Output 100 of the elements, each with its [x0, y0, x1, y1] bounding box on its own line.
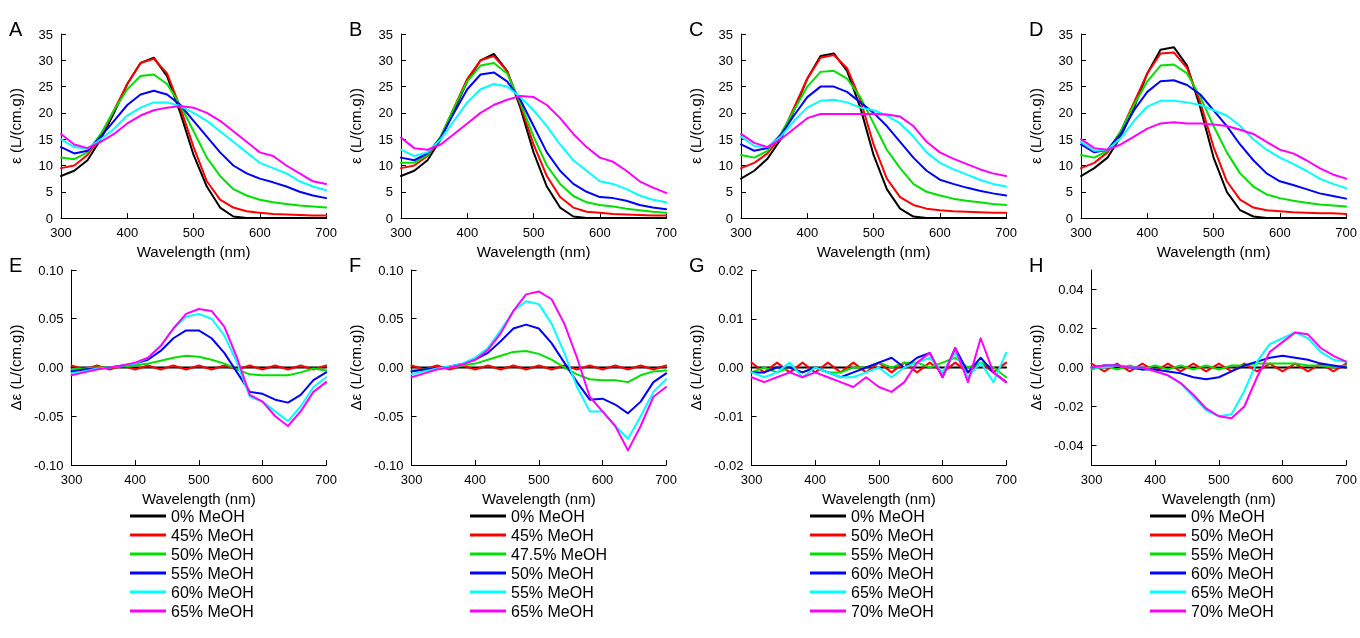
x-axis-title: Wavelength (nm) [822, 489, 936, 507]
x-tick-label: 600 [251, 472, 274, 487]
x-tick-label: 500 [527, 472, 550, 487]
legend-label: 70% MeOH [851, 602, 934, 620]
legend-label: 60% MeOH [851, 564, 934, 582]
x-tick-label: 700 [995, 225, 1018, 241]
y-tick-label: 5 [45, 184, 53, 200]
x-tick-label: 400 [804, 472, 827, 487]
y-tick-label: 0.10 [378, 262, 404, 278]
legend-label: 0% MeOH [851, 507, 925, 525]
y-axis-title: ε (L/(cm.g)) [347, 88, 364, 164]
y-tick-label: 30 [718, 52, 733, 68]
x-tick-label: 300 [740, 472, 763, 487]
legend-label: 60% MeOH [171, 583, 254, 601]
legend-label: 55% MeOH [851, 545, 934, 563]
y-tick-label: 25 [38, 79, 53, 95]
legend-label: 50% MeOH [171, 545, 254, 563]
x-tick-label: 300 [1080, 472, 1103, 487]
y-tick-label: 25 [718, 79, 733, 95]
x-tick-label: 600 [589, 225, 611, 241]
x-axis-title: Wavelength (nm) [136, 243, 251, 260]
y-tick-label: 0.00 [38, 360, 64, 375]
y-tick-label: 15 [718, 131, 733, 147]
y-tick-label: 15 [378, 131, 393, 147]
y-tick-label: 0.02 [718, 262, 744, 278]
chart-title: H [1029, 254, 1044, 276]
x-tick-label: 400 [796, 225, 819, 241]
y-tick-label: -0.05 [373, 408, 404, 424]
y-tick-label: 0 [1065, 210, 1073, 226]
legend-label: 50% MeOH [511, 564, 594, 582]
x-tick-label: 600 [249, 225, 271, 241]
line-series [1080, 121, 1348, 180]
x-tick-label: 300 [1070, 225, 1092, 241]
y-tick-label: 0 [725, 210, 733, 226]
x-tick-label: 500 [1207, 472, 1230, 487]
line-series [740, 98, 1008, 188]
legend-label: 65% MeOH [1191, 583, 1274, 601]
chart-title: A [9, 18, 23, 40]
line-series [400, 95, 668, 194]
y-tick-label: 20 [718, 105, 733, 121]
y-axis-title: ε (L/(cm.g)) [1027, 88, 1044, 164]
y-tick-label: -0.01 [713, 408, 744, 424]
legend-label: 70% MeOH [1191, 602, 1274, 620]
chart-title: C [689, 18, 704, 40]
x-axis-title: Wavelength (nm) [476, 243, 591, 260]
legend-label: 65% MeOH [171, 602, 254, 620]
legend-label: 0% MeOH [171, 507, 245, 525]
y-tick-label: 30 [38, 52, 53, 68]
y-tick-label: -0.10 [33, 457, 64, 473]
x-tick-label: 700 [655, 472, 678, 487]
x-tick-label: 400 [464, 472, 487, 487]
y-axis-title: ε (L/(cm.g)) [687, 88, 704, 164]
x-tick-label: 600 [1271, 472, 1294, 487]
y-tick-label: 15 [1058, 131, 1073, 147]
y-tick-label: 0.02 [1058, 321, 1084, 336]
y-tick-label: 35 [1058, 26, 1073, 42]
y-tick-label: 0.00 [718, 360, 744, 375]
line-series [60, 89, 328, 200]
x-tick-label: 500 [182, 225, 205, 241]
y-axis-title: ε (L/(cm.g)) [7, 88, 24, 164]
y-tick-label: 0 [45, 210, 53, 226]
x-tick-label: 700 [315, 225, 338, 241]
x-tick-label: 600 [931, 472, 954, 487]
y-tick-label: 20 [38, 105, 53, 121]
y-tick-label: 35 [718, 26, 733, 42]
y-tick-label: 5 [1065, 184, 1073, 200]
y-tick-label: 35 [378, 26, 393, 42]
legend-label: 55% MeOH [511, 583, 594, 601]
y-tick-label: 10 [378, 158, 393, 173]
y-axis-title: Δε (L/(cm.g)) [687, 324, 704, 411]
y-tick-label: 30 [1058, 52, 1073, 68]
x-axis-title: Wavelength (nm) [1162, 489, 1276, 507]
x-tick-label: 500 [867, 472, 890, 487]
x-axis-title: Wavelength (nm) [142, 489, 256, 507]
legend-label: 55% MeOH [171, 564, 254, 582]
legend-label: 65% MeOH [851, 583, 934, 601]
legend-label: 50% MeOH [851, 526, 934, 544]
line-series [740, 112, 1008, 178]
x-tick-label: 400 [1136, 225, 1159, 241]
y-tick-label: -0.02 [713, 457, 744, 473]
y-tick-label: 5 [725, 184, 733, 200]
legend-label: 47.5% MeOH [511, 545, 608, 563]
y-tick-label: 10 [38, 158, 53, 173]
line-series [410, 349, 668, 384]
y-tick-label: 0 [385, 210, 393, 226]
y-tick-label: 0.00 [378, 360, 404, 375]
y-tick-label: 0.00 [1058, 360, 1084, 375]
legend-label: 60% MeOH [1191, 564, 1274, 582]
chart-title: D [1029, 18, 1044, 40]
x-tick-label: 700 [315, 472, 338, 487]
legend-label: 0% MeOH [1191, 507, 1265, 525]
y-tick-label: 15 [38, 131, 53, 147]
y-tick-label: 0.01 [718, 311, 744, 327]
x-tick-label: 500 [522, 225, 545, 241]
y-tick-label: 25 [378, 79, 393, 95]
x-tick-label: 300 [400, 472, 423, 487]
x-axis-title: Wavelength (nm) [1156, 243, 1271, 260]
legend-label: 65% MeOH [511, 602, 594, 620]
legend-label: 50% MeOH [1191, 526, 1274, 544]
x-tick-label: 600 [1269, 225, 1291, 241]
